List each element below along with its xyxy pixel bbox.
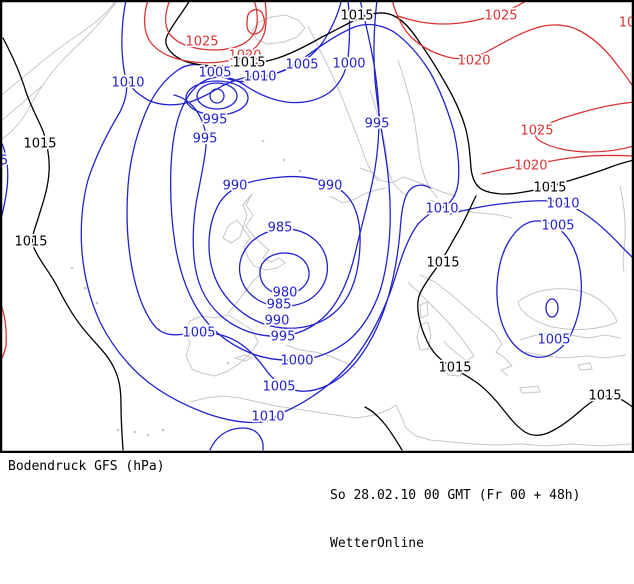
- caption-bar: Bodendruck GFS (hPa) So 28.02.10 00 GMT …: [0, 453, 634, 551]
- isobar-label: 10: [619, 16, 634, 31]
- isobar-label: 1020: [228, 49, 261, 64]
- isobar-label: 1015: [426, 256, 459, 271]
- isobar-label: 1010: [251, 410, 284, 425]
- isobar-label: 1000: [332, 57, 365, 72]
- valid-time: So 28.02.10 00 GMT (Fr 00 + 48h): [330, 488, 581, 503]
- isobar-label: 980: [273, 286, 298, 301]
- isobar-label: 1000: [280, 354, 313, 369]
- isobar-label: 1005: [182, 326, 215, 341]
- validity-and-brand: So 28.02.10 00 GMT (Fr 00 + 48h) WetterO…: [330, 456, 580, 584]
- isobar-label: 1005: [541, 219, 574, 234]
- isobars-below-1015: [0, 0, 634, 451]
- isobar-label: 1005: [198, 66, 231, 81]
- isobar-label: 1015: [340, 9, 373, 24]
- isobars-1015: [2, 0, 634, 451]
- isobar-label: 995: [193, 132, 218, 147]
- isobar-label: 1010: [111, 76, 144, 91]
- isobar-label: 1005: [285, 58, 318, 73]
- isobar-label: 1015: [533, 181, 566, 196]
- isobar-label: 985: [267, 298, 292, 313]
- isobar-label: 1025: [185, 35, 218, 50]
- isobar-label: 1025: [484, 9, 517, 24]
- isobar-label: 1005: [262, 380, 295, 395]
- weather-chart: 1025 1020 1025 1020 1025 1020 10 1015 1015 1015 10…: [0, 0, 634, 551]
- isobar-label: 1015: [14, 235, 47, 250]
- brand: WetterOnline: [330, 536, 424, 551]
- isobar-label: 1025: [520, 124, 553, 139]
- isobar-label: 1010: [425, 202, 458, 217]
- isobar-label: 990: [223, 179, 248, 194]
- isobar-label: 1010: [243, 70, 276, 85]
- isobar-label: 995: [203, 113, 228, 128]
- pressure-map-svg: 1025102010251020102510201010151015101510…: [0, 0, 634, 453]
- isobar-label: 985: [268, 221, 293, 236]
- map-border: [0, 0, 634, 453]
- isobar-labels-layer: 1025102010251020102510201010151015101510…: [0, 7, 634, 427]
- isobar-label: 1005: [537, 333, 570, 348]
- isobar-label: 990: [318, 179, 343, 194]
- pressure-map: 1025 1020 1025 1020 1025 1020 10 1015 1015 1015 10…: [0, 0, 634, 453]
- isobar-label: 990: [265, 314, 290, 329]
- isobar-label: 1015: [23, 137, 56, 152]
- isobar-label: 995: [271, 330, 296, 345]
- isobar-label: 1015: [438, 361, 471, 376]
- isobar-label: 995: [365, 117, 390, 132]
- isobar-label: 1010: [546, 197, 579, 212]
- isobar-label: 5: [0, 154, 8, 169]
- isobar-label: 1015: [588, 389, 621, 404]
- product-title: Bodendruck GFS (hPa): [8, 459, 165, 474]
- coastlines: [0, 0, 632, 447]
- isobar-label: 1020: [514, 159, 547, 174]
- isobar-label: 1020: [457, 54, 490, 69]
- isobar-label: 1015: [232, 56, 265, 71]
